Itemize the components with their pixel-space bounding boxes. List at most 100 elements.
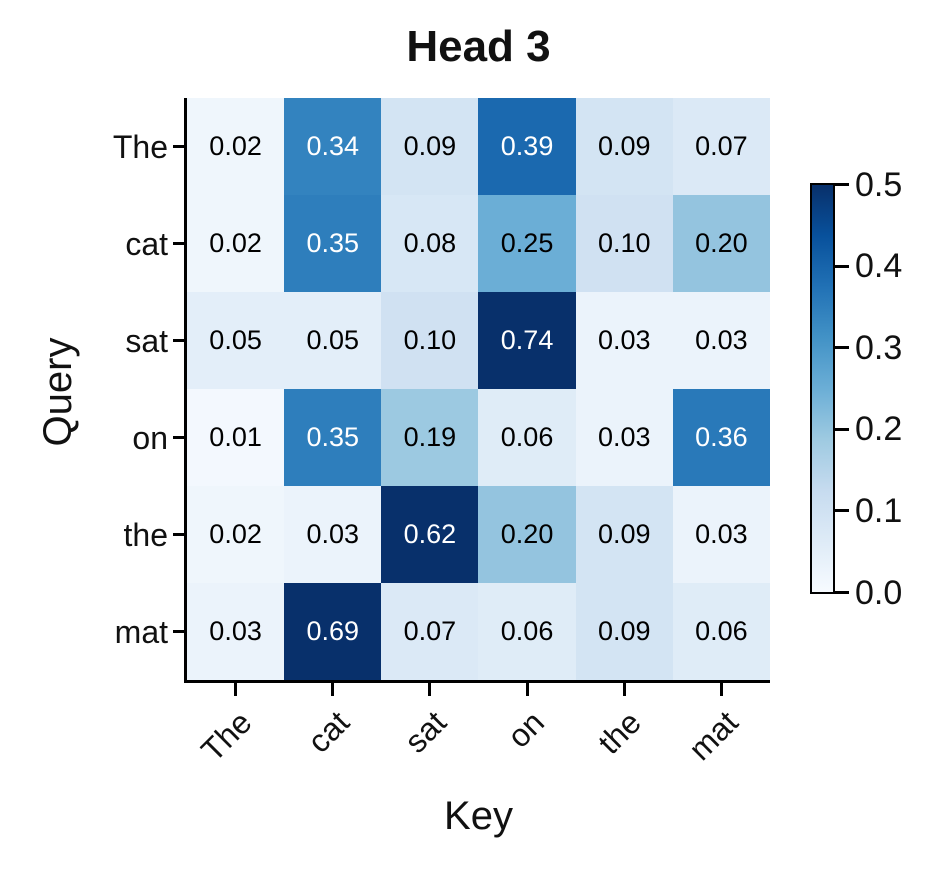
cell-value: 0.34 [306, 131, 360, 161]
heatmap-cell: 0.20 [672, 195, 770, 292]
heatmap-cell: 0.09 [575, 583, 673, 680]
x-tick-label: mat [681, 704, 745, 768]
cell-value: 0.02 [209, 228, 262, 258]
cell-value: 0.09 [597, 131, 651, 161]
cell-value: 0.19 [403, 422, 457, 452]
cell-value: 0.06 [500, 422, 554, 452]
y-tick-mark [173, 145, 184, 148]
cell-value: 0.35 [306, 422, 360, 452]
colorbar-tick-label: 0.4 [855, 247, 903, 286]
heatmap-cell: 0.02 [187, 486, 285, 583]
x-tick-mark [719, 683, 723, 696]
colorbar-tick-label: 0.1 [855, 491, 903, 530]
x-tick-label: cat [300, 704, 357, 760]
cell-value: 0.03 [306, 519, 360, 549]
cell-value: 0.02 [209, 519, 262, 549]
cell-value: 0.02 [209, 131, 262, 161]
cell-value: 0.03 [209, 616, 262, 646]
heatmap-cell: 0.07 [381, 583, 479, 680]
y-tick-mark [173, 339, 184, 342]
x-tick-mark [622, 683, 626, 696]
cell-value: 0.06 [695, 616, 748, 646]
cell-value: 0.25 [500, 228, 554, 258]
cell-value: 0.08 [403, 228, 457, 258]
y-tick-label: the [123, 516, 168, 553]
heatmap-grid: 0.02 0.34 0.09 0.39 0.09 0.07 0.02 0.35 0.08 0.25… [187, 98, 770, 680]
y-tick-label: The [112, 128, 168, 165]
cell-value: 0.01 [209, 422, 262, 452]
heatmap-cell: 0.06 [672, 583, 770, 680]
colorbar-tick-label: 0.2 [855, 410, 903, 449]
y-tick-label: sat [125, 322, 168, 359]
cell-value: 0.10 [597, 228, 651, 258]
colorbar-gradient [810, 183, 835, 594]
cell-value: 0.06 [500, 616, 554, 646]
heatmap-cell: 0.35 [284, 389, 382, 486]
colorbar-tick-mark [835, 346, 849, 350]
heatmap-cell: 0.10 [381, 292, 479, 389]
colorbar-tick-mark [835, 427, 849, 431]
heatmap-cell: 0.06 [478, 583, 576, 680]
heatmap-cell: 0.10 [575, 195, 673, 292]
heatmap-cell: 0.05 [187, 292, 285, 389]
cell-value: 0.39 [500, 131, 554, 161]
cell-value: 0.09 [597, 616, 651, 646]
cell-value: 0.35 [306, 228, 360, 258]
heatmap-cell: 0.03 [575, 389, 673, 486]
heatmap-cell: 0.01 [187, 389, 285, 486]
cell-value: 0.03 [597, 325, 651, 355]
y-tick-mark [173, 436, 184, 439]
x-tick-mark [331, 683, 335, 696]
heatmap-cell: 0.05 [284, 292, 382, 389]
heatmap-cell: 0.03 [187, 583, 285, 680]
colorbar-tick-mark [835, 264, 849, 268]
x-tick-label: on [499, 704, 551, 755]
heatmap-cell: 0.09 [575, 98, 673, 195]
cell-value: 0.05 [209, 325, 262, 355]
heatmap-cell: 0.02 [187, 98, 285, 195]
y-tick-mark [173, 630, 184, 633]
heatmap-cell: 0.34 [284, 98, 382, 195]
y-tick-mark [173, 242, 184, 245]
chart-title: Head 3 [406, 22, 551, 71]
x-tick-label: The [194, 704, 260, 769]
cell-value: 0.05 [306, 325, 360, 355]
heatmap-cell: 0.03 [284, 486, 382, 583]
heatmap-cell: 0.39 [478, 98, 576, 195]
colorbar-tick-label: 0.5 [855, 165, 903, 204]
y-axis-spine [184, 98, 187, 683]
y-axis-label: Query [36, 337, 80, 447]
heatmap-cell: 0.19 [381, 389, 479, 486]
heatmap-cell: 0.74 [478, 292, 576, 389]
cell-value: 0.62 [403, 519, 457, 549]
heatmap-cell: 0.25 [478, 195, 576, 292]
cell-value: 0.09 [597, 519, 651, 549]
x-tick-label: sat [397, 704, 454, 760]
x-tick-mark [234, 683, 238, 696]
cell-value: 0.10 [403, 325, 457, 355]
x-axis-label: Key [444, 794, 513, 838]
heatmap-cell: 0.07 [672, 98, 770, 195]
x-tick-label: the [590, 704, 648, 761]
colorbar-tick-label: 0.0 [855, 573, 903, 612]
heatmap-cell: 0.35 [284, 195, 382, 292]
cell-value: 0.74 [500, 325, 554, 355]
x-tick-mark [525, 683, 529, 696]
heatmap-cell: 0.09 [575, 486, 673, 583]
heatmap-cell: 0.03 [672, 292, 770, 389]
y-tick-label: mat [114, 613, 168, 650]
colorbar-tick-label: 0.3 [855, 328, 903, 367]
cell-value: 0.36 [695, 422, 748, 452]
cell-value: 0.20 [500, 519, 554, 549]
cell-value: 0.69 [306, 616, 360, 646]
heatmap-cell: 0.62 [381, 486, 479, 583]
x-axis-spine [184, 680, 770, 683]
y-tick-label: cat [125, 225, 168, 262]
cell-value: 0.09 [403, 131, 457, 161]
heatmap-cell: 0.03 [575, 292, 673, 389]
heatmap-cell: 0.09 [381, 98, 479, 195]
x-tick-mark [428, 683, 432, 696]
heatmap-cell: 0.69 [284, 583, 382, 680]
heatmap-cell: 0.03 [672, 486, 770, 583]
